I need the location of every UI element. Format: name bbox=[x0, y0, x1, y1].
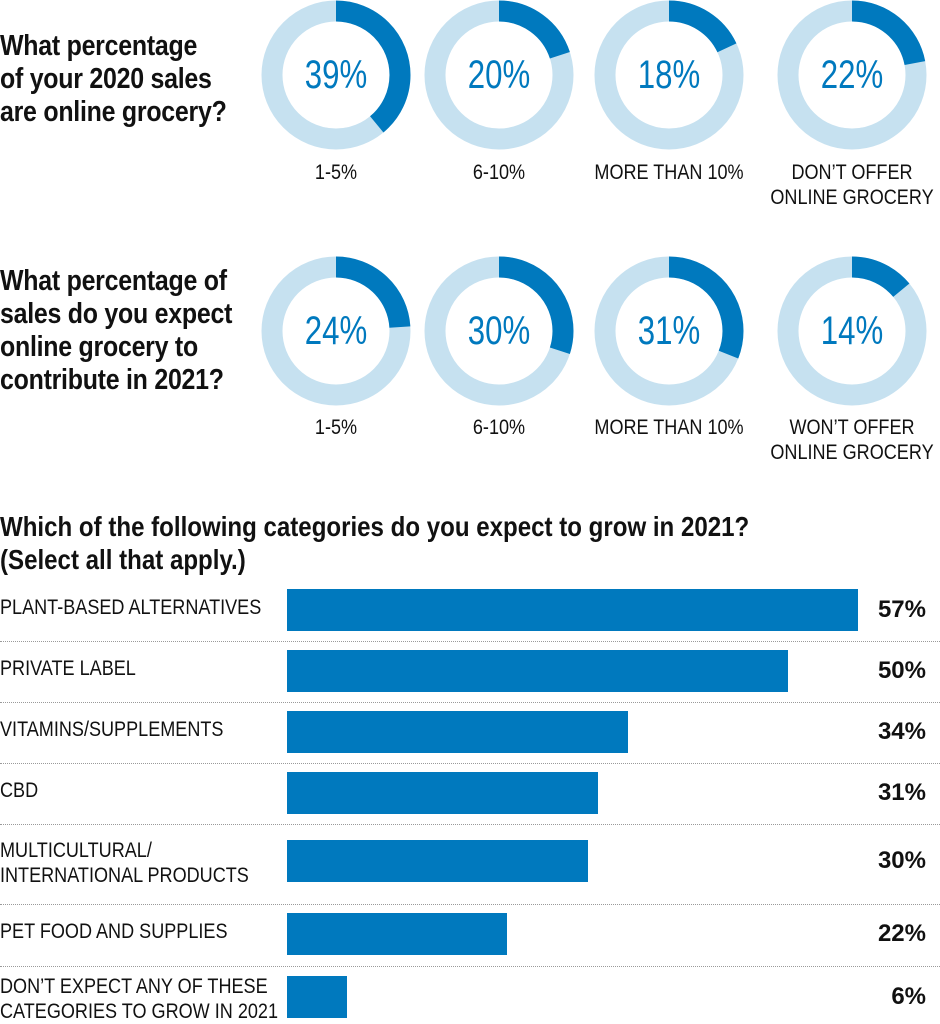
bar-category-label-line: DON’T EXPECT ANY OF THESE bbox=[0, 975, 268, 998]
donut-category-label-line: ONLINE GROCERY bbox=[770, 186, 934, 209]
donut-svg bbox=[261, 256, 411, 406]
donut-chart: 14% bbox=[777, 256, 927, 406]
donut-svg bbox=[594, 256, 744, 406]
bar-category-label-line: CBD bbox=[0, 779, 39, 802]
donut-slice bbox=[261, 0, 411, 150]
bar-category-label-line: VITAMINS/SUPPLEMENTS bbox=[0, 718, 224, 741]
bar bbox=[287, 650, 788, 692]
donut-svg bbox=[777, 256, 927, 406]
donut-category-label-line: DON’T OFFER bbox=[791, 161, 913, 184]
donut-percent-label: 14% bbox=[820, 309, 884, 353]
bar bbox=[287, 913, 508, 955]
question-title-line: What percentage bbox=[0, 30, 198, 62]
donut-slice bbox=[424, 256, 574, 406]
bar-category-label-line: PET FOOD AND SUPPLIES bbox=[0, 920, 228, 943]
question-title-line: are online grocery? bbox=[0, 96, 227, 128]
row-divider bbox=[0, 641, 940, 642]
donut-svg bbox=[424, 256, 574, 406]
bar-category-label-line: PLANT-BASED ALTERNATIVES bbox=[0, 596, 262, 619]
bar-category-label: CBD bbox=[0, 778, 38, 803]
donut-category-label: 6-10% bbox=[417, 415, 580, 440]
row-divider bbox=[0, 702, 940, 703]
bar-value-label: 22% bbox=[877, 920, 926, 947]
donut-percent-label: 31% bbox=[637, 309, 701, 353]
bar-chart-title-line: Which of the following categories do you… bbox=[0, 511, 750, 542]
donut-slice bbox=[594, 0, 744, 150]
bar-category-label-line: CATEGORIES TO GROW IN 2021 bbox=[0, 1000, 278, 1023]
bar-chart-title-line: (Select all that apply.) bbox=[0, 544, 246, 575]
donut-category-label-line: MORE THAN 10% bbox=[594, 161, 744, 184]
donut-percent-label: 18% bbox=[637, 53, 701, 97]
donut-category-label-line: MORE THAN 10% bbox=[594, 416, 744, 439]
donut-category-label: WON’T OFFER ONLINE GROCERY bbox=[770, 415, 933, 465]
donut-chart: 20% bbox=[424, 0, 574, 150]
question-title: What percentage of your 2020 sales are onl… bbox=[0, 30, 227, 129]
row-divider bbox=[0, 763, 940, 764]
donut-category-label: MORE THAN 10% bbox=[587, 415, 750, 440]
question-title-line: contribute in 2021? bbox=[0, 364, 224, 396]
bar-chart-title: Which of the following categories do you… bbox=[0, 510, 749, 576]
donut-percent-label: 20% bbox=[467, 53, 531, 97]
donut-category-label: 6-10% bbox=[417, 160, 580, 185]
donut-slice bbox=[777, 256, 927, 406]
row-divider bbox=[0, 904, 940, 905]
donut-category-label-line: 6-10% bbox=[472, 161, 526, 184]
question-title-line: sales do you expect bbox=[0, 298, 233, 330]
donut-slice bbox=[594, 256, 744, 406]
bar-category-label: DON’T EXPECT ANY OF THESE CATEGORIES TO G… bbox=[0, 974, 278, 1024]
bar bbox=[287, 589, 858, 631]
donut-chart: 22% bbox=[777, 0, 927, 150]
bar-category-label-line: INTERNATIONAL PRODUCTS bbox=[0, 864, 249, 887]
question-title: What percentage of sales do you expect onl… bbox=[0, 265, 232, 397]
bar bbox=[287, 711, 628, 753]
donut-chart: 18% bbox=[594, 0, 744, 150]
question-title-line: What percentage of bbox=[0, 265, 227, 297]
bar bbox=[287, 772, 598, 814]
donut-slice bbox=[424, 0, 574, 150]
donut-chart: 30% bbox=[424, 256, 574, 406]
donut-chart: 31% bbox=[594, 256, 744, 406]
bar-category-label: PRIVATE LABEL bbox=[0, 656, 136, 681]
question-title-line: of your 2020 sales bbox=[0, 63, 212, 95]
bar-category-label: PET FOOD AND SUPPLIES bbox=[0, 919, 227, 944]
bar-value-label: 6% bbox=[891, 983, 926, 1010]
bar-category-label: PLANT-BASED ALTERNATIVES bbox=[0, 595, 261, 620]
donut-svg bbox=[777, 0, 927, 150]
donut-category-label: 1-5% bbox=[254, 160, 417, 185]
bar-value-label: 34% bbox=[877, 718, 926, 745]
donut-percent-label: 30% bbox=[467, 309, 531, 353]
row-divider bbox=[0, 824, 940, 825]
bar-category-label-line: MULTICULTURAL/ bbox=[0, 839, 152, 862]
bar-value-label: 50% bbox=[877, 657, 926, 684]
donut-category-label-line: 1-5% bbox=[314, 416, 358, 439]
bar-value-label: 57% bbox=[877, 596, 926, 623]
bar-value-label: 31% bbox=[877, 779, 926, 806]
donut-slice bbox=[777, 0, 927, 150]
donut-chart: 39% bbox=[261, 0, 411, 150]
donut-category-label-line: WON’T OFFER bbox=[789, 416, 915, 439]
bar-category-label: MULTICULTURAL/INTERNATIONAL PRODUCTS bbox=[0, 838, 249, 888]
question-title-line: online grocery to bbox=[0, 331, 198, 363]
donut-category-label-line: ONLINE GROCERY bbox=[770, 441, 934, 464]
bar bbox=[287, 976, 348, 1018]
donut-svg bbox=[424, 0, 574, 150]
donut-percent-label: 22% bbox=[820, 53, 884, 97]
bar-category-label: VITAMINS/SUPPLEMENTS bbox=[0, 717, 223, 742]
donut-category-label: DON’T OFFER ONLINE GROCERY bbox=[770, 160, 933, 210]
donut-category-label-line: 6-10% bbox=[472, 416, 526, 439]
bar-value-label: 30% bbox=[877, 847, 926, 874]
donut-percent-label: 24% bbox=[304, 309, 368, 353]
donut-svg bbox=[594, 0, 744, 150]
donut-category-label: MORE THAN 10% bbox=[587, 160, 750, 185]
donut-svg bbox=[261, 0, 411, 150]
donut-chart: 24% bbox=[261, 256, 411, 406]
donut-slice bbox=[261, 256, 411, 406]
donut-percent-label: 39% bbox=[304, 53, 368, 97]
donut-category-label-line: 1-5% bbox=[314, 161, 358, 184]
bar-category-label-line: PRIVATE LABEL bbox=[0, 657, 136, 680]
bar bbox=[287, 840, 588, 882]
row-divider bbox=[0, 966, 940, 967]
donut-category-label: 1-5% bbox=[254, 415, 417, 440]
